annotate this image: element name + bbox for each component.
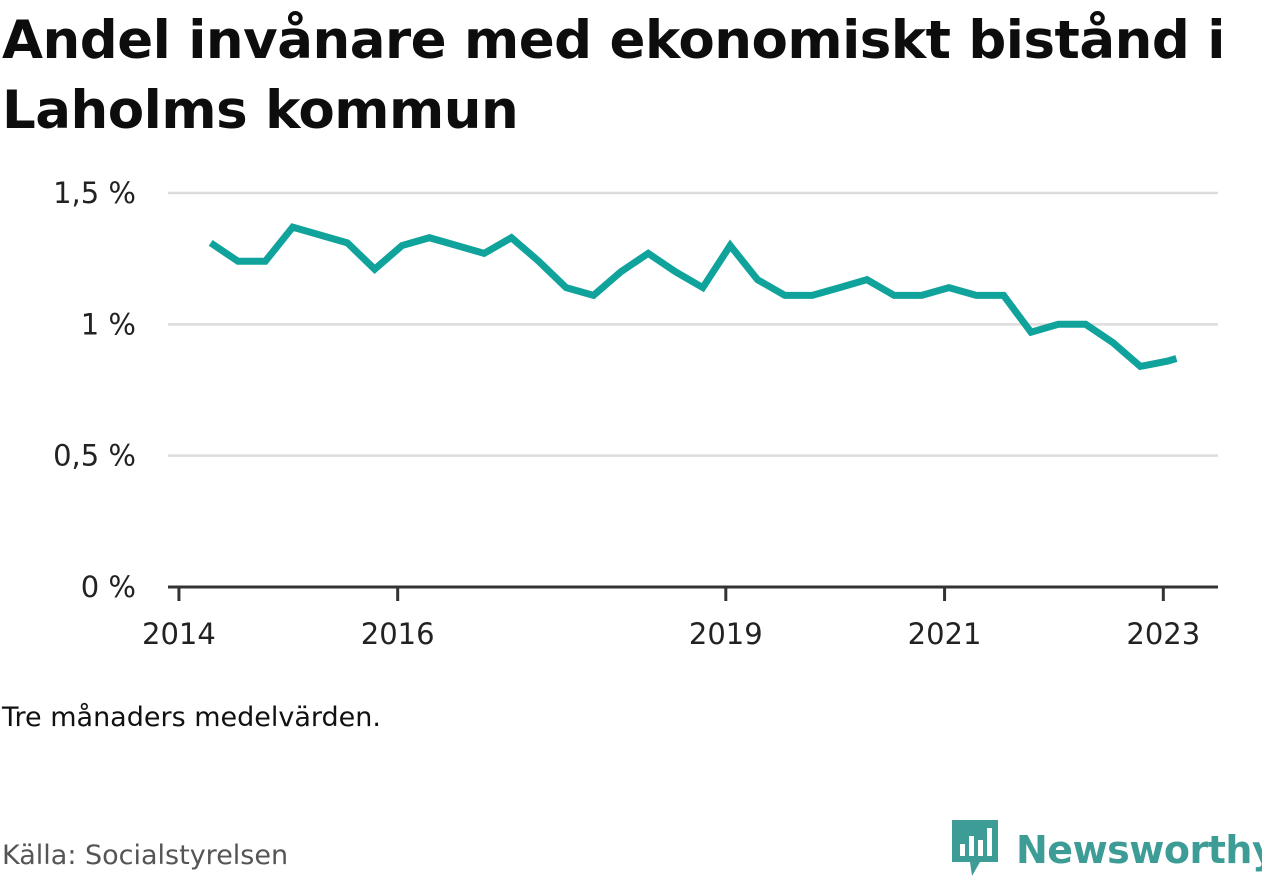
y-tick-label: 1,5 %: [53, 176, 136, 210]
x-tick-label: 2023: [1126, 617, 1200, 651]
data-series: [211, 227, 1177, 366]
line-chart: 0 % 0,5 % 1 % 1,5 % 2014 2016 2019 2021 2023: [0, 0, 1262, 700]
source-text: Källa: Socialstyrelsen: [2, 840, 288, 871]
x-tick-label: 2014: [142, 617, 216, 651]
y-tick-label: 0 %: [81, 570, 136, 604]
x-axis: 2014 2016 2019 2021 2023: [142, 587, 1218, 651]
y-tick-label: 1 %: [81, 307, 136, 341]
x-tick-label: 2016: [361, 617, 435, 651]
x-tick-label: 2019: [689, 617, 763, 651]
y-axis-ticks: 0 % 0,5 % 1 % 1,5 %: [53, 176, 136, 604]
chart-note: Tre månaders medelvärden.: [2, 702, 381, 733]
y-tick-label: 0,5 %: [53, 439, 136, 473]
x-tick-label: 2021: [908, 617, 982, 651]
brand-name: Newsworthy: [1016, 828, 1262, 872]
newsworthy-logo-icon: [950, 818, 1000, 882]
series-line: [211, 227, 1177, 366]
newsworthy-brand[interactable]: Newsworthy: [950, 818, 1262, 882]
